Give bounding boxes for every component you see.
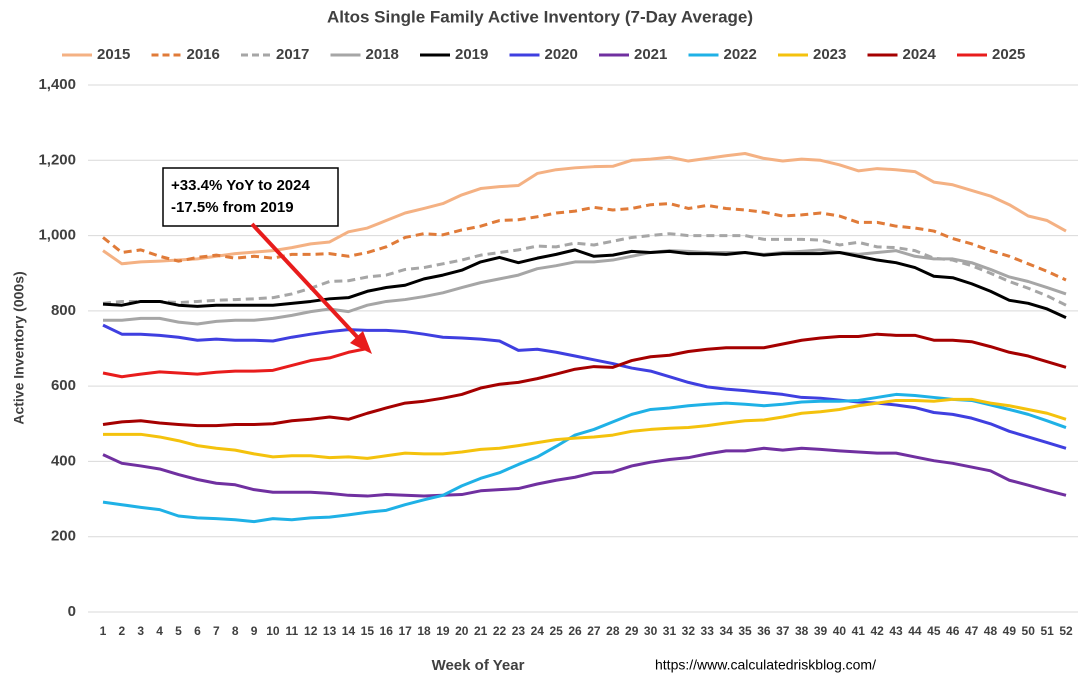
y-tick-label: 800 xyxy=(51,302,76,319)
legend-label: 2020 xyxy=(545,46,578,63)
x-tick-label: 17 xyxy=(398,624,412,638)
x-tick-label: 5 xyxy=(175,624,182,638)
x-tick-label: 6 xyxy=(194,624,201,638)
x-tick-label: 14 xyxy=(342,624,356,638)
annotation-arrow xyxy=(250,222,362,342)
x-tick-label: 27 xyxy=(587,624,601,638)
series-line xyxy=(102,323,1067,450)
series-line xyxy=(102,248,1067,319)
legend-label: 2015 xyxy=(97,46,130,63)
x-tick-label: 16 xyxy=(380,624,394,638)
x-tick-label: 7 xyxy=(213,624,220,638)
x-tick-label: 22 xyxy=(493,624,507,638)
series-line xyxy=(103,248,1067,326)
x-tick-label: 34 xyxy=(719,624,733,638)
legend-label: 2018 xyxy=(366,46,399,63)
x-tick-label: 23 xyxy=(512,624,526,638)
x-tick-label: 2 xyxy=(119,624,126,638)
legend-label: 2022 xyxy=(724,46,757,63)
series-line xyxy=(102,202,1067,282)
x-tick-label: 28 xyxy=(606,624,620,638)
x-tick-label: 11 xyxy=(285,624,298,638)
y-tick-label: 1,000 xyxy=(38,227,76,244)
legend-label: 2019 xyxy=(455,46,488,63)
x-tick-label: 20 xyxy=(455,624,469,638)
x-tick-label: 31 xyxy=(663,624,677,638)
x-tick-label: 15 xyxy=(361,624,375,638)
x-tick-label: 40 xyxy=(833,624,847,638)
x-tick-label: 42 xyxy=(870,624,884,638)
x-tick-label: 47 xyxy=(965,624,979,638)
y-axis-label: Active Inventory (000s) xyxy=(11,271,27,424)
x-tick-label: 21 xyxy=(474,624,488,638)
x-tick-label: 9 xyxy=(251,624,258,638)
x-tick-label: 4 xyxy=(156,624,163,638)
x-tick-label: 38 xyxy=(795,624,809,638)
source: https://www.calculatedriskblog.com/ xyxy=(655,657,876,673)
x-tick-label: 12 xyxy=(304,624,318,638)
x-tick-label: 36 xyxy=(757,624,771,638)
x-tick-label: 25 xyxy=(549,624,563,638)
y-tick-label: 200 xyxy=(51,528,76,545)
annotation-line: +33.4% YoY to 2024 xyxy=(171,177,310,194)
x-tick-label: 46 xyxy=(946,624,960,638)
x-tick-label: 41 xyxy=(852,624,866,638)
x-tick-label: 26 xyxy=(568,624,582,638)
x-tick-label: 35 xyxy=(738,624,752,638)
x-tick-label: 50 xyxy=(1022,624,1036,638)
series-line xyxy=(102,446,1067,498)
y-tick-label: 0 xyxy=(68,603,76,620)
x-tick-label: 33 xyxy=(701,624,715,638)
legend-label: 2025 xyxy=(992,46,1025,63)
x-tick-label: 37 xyxy=(776,624,790,638)
x-tick-label: 49 xyxy=(1003,624,1017,638)
legend-label: 2023 xyxy=(813,46,846,63)
x-tick-label: 1 xyxy=(100,624,107,638)
x-tick-label: 10 xyxy=(266,624,280,638)
x-tick-label: 19 xyxy=(436,624,450,638)
series-line xyxy=(102,332,1067,428)
x-tick-label: 52 xyxy=(1059,624,1073,638)
arrow-head xyxy=(350,331,372,354)
legend-label: 2016 xyxy=(187,46,220,63)
x-tick-label: 29 xyxy=(625,624,639,638)
grid-layer xyxy=(88,84,1078,613)
y-tick-label: 1,400 xyxy=(38,76,76,93)
legend-label: 2024 xyxy=(903,46,937,63)
y-tick-label: 400 xyxy=(51,452,76,469)
y-tick-label: 600 xyxy=(51,377,76,394)
x-tick-label: 13 xyxy=(323,624,337,638)
x-axis-label: Week of Year xyxy=(432,657,525,674)
lines xyxy=(102,152,1067,524)
legend-label: 2021 xyxy=(634,46,667,63)
series-line xyxy=(102,232,1067,307)
annotation-line: -17.5% from 2019 xyxy=(171,199,294,216)
series-line xyxy=(103,397,1067,460)
x-tick-label: 45 xyxy=(927,624,941,638)
x-tick-label: 43 xyxy=(889,624,903,638)
x-tick-label: 32 xyxy=(682,624,696,638)
x-tick-label: 8 xyxy=(232,624,239,638)
x-tick-label: 44 xyxy=(908,624,922,638)
y-tick-label: 1,200 xyxy=(38,151,76,168)
x-tick-label: 3 xyxy=(137,624,144,638)
x-tick-label: 24 xyxy=(531,624,545,638)
annotation-box xyxy=(162,167,339,227)
x-tick-label: 48 xyxy=(984,624,998,638)
series-line xyxy=(102,392,1067,524)
legend-label: 2017 xyxy=(276,46,309,63)
x-tick-label: 51 xyxy=(1040,624,1054,638)
x-tick-label: 18 xyxy=(417,624,431,638)
x-tick-label: 39 xyxy=(814,624,828,638)
x-tick-label: 30 xyxy=(644,624,658,638)
series-line xyxy=(102,347,368,379)
chart-title: Altos Single Family Active Inventory (7-… xyxy=(327,7,753,26)
series-line xyxy=(102,152,1067,266)
